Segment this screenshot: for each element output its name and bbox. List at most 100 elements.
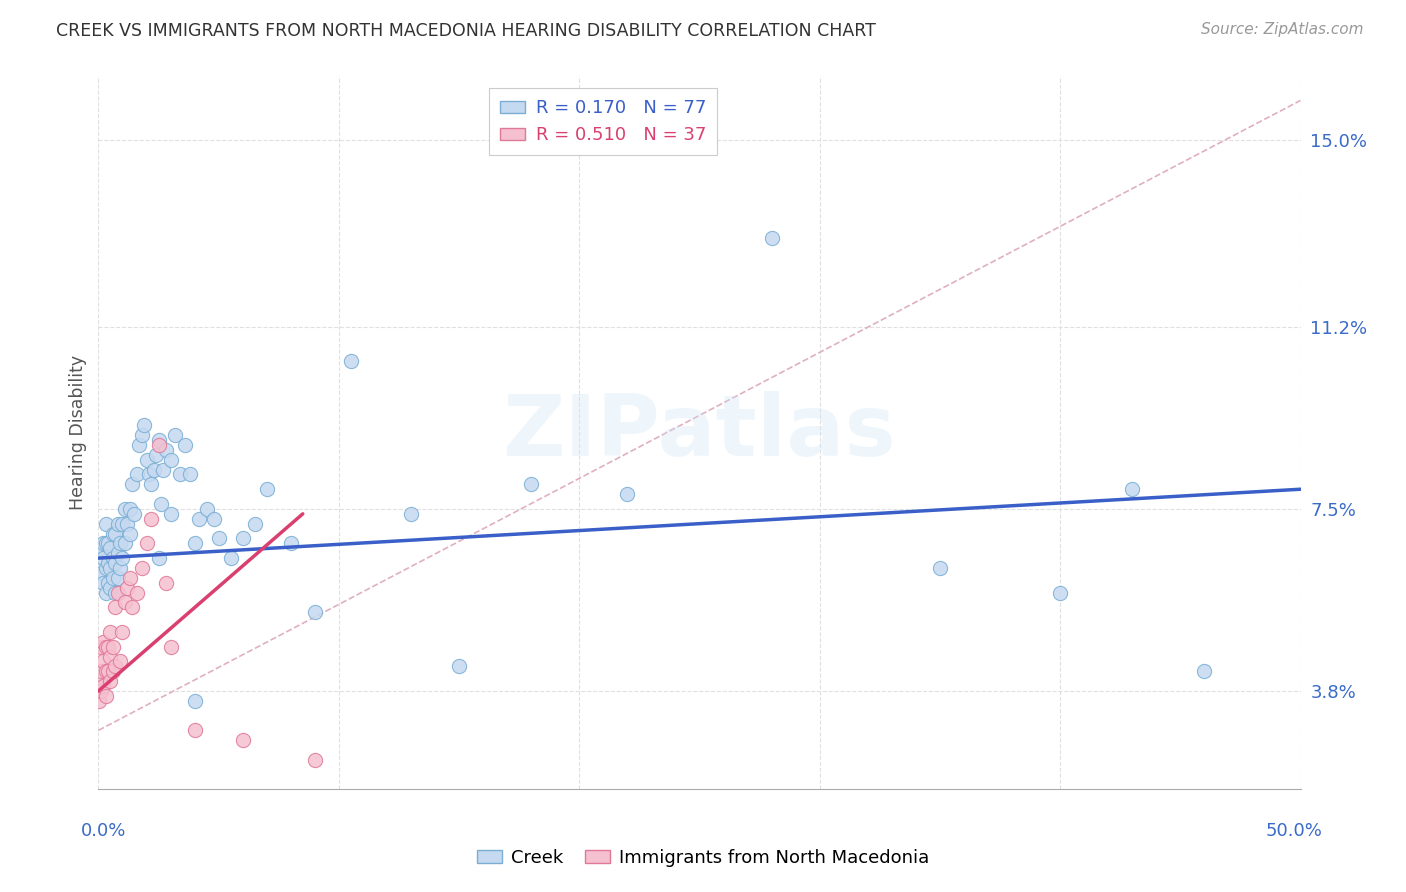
Point — [280, 536, 302, 550]
Point — [616, 487, 638, 501]
Point — [91, 679, 114, 693]
Point — [94, 585, 117, 599]
Point — [183, 536, 205, 550]
Point — [142, 462, 165, 476]
Point — [100, 674, 122, 689]
Point — [1121, 482, 1143, 496]
Point — [135, 536, 157, 550]
Point — [340, 354, 363, 368]
Point — [107, 585, 129, 599]
Point — [104, 600, 127, 615]
Point — [188, 512, 211, 526]
Point — [108, 561, 131, 575]
Point — [131, 428, 153, 442]
Point — [91, 536, 114, 550]
Point — [304, 753, 326, 767]
Text: 50.0%: 50.0% — [1265, 822, 1322, 840]
Point — [90, 665, 112, 679]
Point — [90, 541, 112, 556]
Point — [89, 694, 111, 708]
Point — [132, 418, 155, 433]
Point — [1049, 585, 1071, 599]
Point — [117, 516, 139, 531]
Point — [155, 442, 177, 457]
Point — [1194, 665, 1216, 679]
Point — [114, 502, 136, 516]
Text: Source: ZipAtlas.com: Source: ZipAtlas.com — [1201, 22, 1364, 37]
Point — [928, 561, 950, 575]
Point — [94, 516, 117, 531]
Legend: Creek, Immigrants from North Macedonia: Creek, Immigrants from North Macedonia — [470, 842, 936, 874]
Point — [141, 512, 163, 526]
Point — [91, 634, 114, 648]
Point — [100, 581, 122, 595]
Point — [124, 507, 146, 521]
Point — [131, 561, 153, 575]
Point — [100, 541, 122, 556]
Point — [195, 502, 218, 516]
Point — [179, 467, 201, 482]
Text: ZIPatlas: ZIPatlas — [502, 391, 897, 475]
Point — [94, 689, 117, 703]
Point — [208, 532, 231, 546]
Point — [97, 640, 120, 654]
Point — [183, 694, 205, 708]
Point — [138, 467, 160, 482]
Point — [145, 448, 167, 462]
Point — [108, 536, 131, 550]
Point — [101, 571, 124, 585]
Point — [104, 526, 127, 541]
Point — [118, 526, 141, 541]
Point — [111, 624, 134, 639]
Point — [101, 526, 124, 541]
Point — [94, 561, 117, 575]
Point — [104, 556, 127, 570]
Text: 0.0%: 0.0% — [82, 822, 127, 840]
Point — [148, 551, 170, 566]
Point — [91, 551, 114, 566]
Point — [159, 507, 181, 521]
Point — [256, 482, 278, 496]
Point — [761, 231, 783, 245]
Point — [100, 561, 122, 575]
Point — [111, 551, 134, 566]
Point — [100, 624, 122, 639]
Point — [90, 566, 112, 580]
Point — [125, 585, 148, 599]
Point — [114, 595, 136, 609]
Point — [94, 665, 117, 679]
Y-axis label: Hearing Disability: Hearing Disability — [69, 355, 87, 510]
Point — [100, 649, 122, 664]
Point — [97, 575, 120, 590]
Point — [121, 600, 143, 615]
Point — [89, 674, 111, 689]
Point — [219, 551, 242, 566]
Point — [399, 507, 422, 521]
Point — [520, 477, 543, 491]
Point — [149, 497, 172, 511]
Legend: R = 0.170   N = 77, R = 0.510   N = 37: R = 0.170 N = 77, R = 0.510 N = 37 — [489, 88, 717, 155]
Point — [104, 585, 127, 599]
Point — [101, 640, 124, 654]
Point — [107, 571, 129, 585]
Point — [111, 516, 134, 531]
Point — [135, 452, 157, 467]
Point — [97, 536, 120, 550]
Point — [243, 516, 266, 531]
Point — [165, 428, 187, 442]
Point — [232, 532, 254, 546]
Point — [232, 733, 254, 747]
Point — [107, 516, 129, 531]
Point — [117, 581, 139, 595]
Point — [90, 640, 112, 654]
Point — [174, 438, 197, 452]
Point — [159, 640, 181, 654]
Point — [125, 467, 148, 482]
Point — [97, 556, 120, 570]
Point — [90, 684, 112, 698]
Point — [107, 546, 129, 560]
Point — [94, 536, 117, 550]
Point — [148, 438, 170, 452]
Point — [91, 575, 114, 590]
Point — [97, 665, 120, 679]
